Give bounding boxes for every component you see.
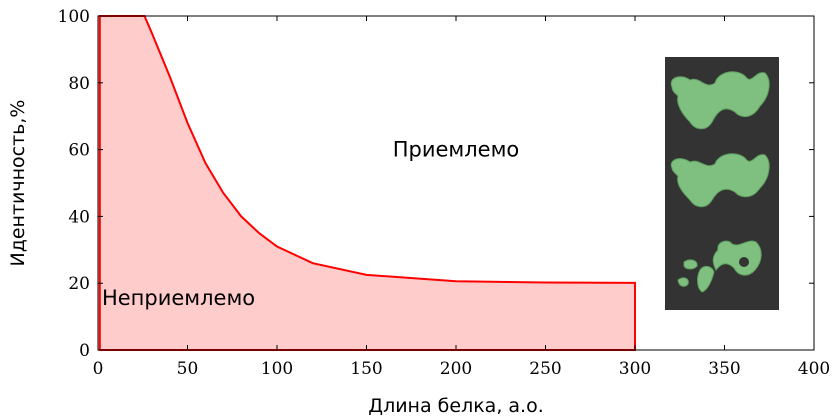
x-axis-label: Длина белка, а.о. (368, 395, 544, 417)
y-tick-label: 40 (68, 207, 90, 227)
x-tick-label: 100 (261, 359, 293, 379)
area-layer (98, 15, 636, 351)
x-tick-label: 50 (177, 359, 199, 379)
acceptable-region-label: Приемлемо (393, 138, 520, 162)
x-tick-label: 350 (708, 359, 740, 379)
ticks-layer (97, 15, 815, 351)
x-tick-label: 300 (619, 359, 651, 379)
x-tick-label: 250 (529, 359, 561, 379)
y-tick-label: 60 (68, 141, 90, 161)
protein-structure-inset (665, 57, 779, 310)
y-tick-label: 80 (68, 74, 90, 94)
y-tick-label: 20 (68, 274, 90, 294)
unacceptable-region-label: Неприемлемо (102, 286, 255, 310)
x-tick-label: 400 (798, 359, 830, 379)
y-tick-label: 0 (79, 341, 90, 361)
y-axis-label: Идентичность,% (7, 100, 29, 267)
y-tick-label: 100 (58, 7, 90, 27)
x-tick-label: 200 (440, 359, 472, 379)
unacceptable-region-area (98, 15, 636, 351)
x-tick-label: 0 (93, 359, 104, 379)
x-tick-label: 150 (350, 359, 382, 379)
labels-layer: 0 50 100 150 200 250 300 350 400 0 20 40 60 80 100 Длин… (7, 7, 830, 417)
